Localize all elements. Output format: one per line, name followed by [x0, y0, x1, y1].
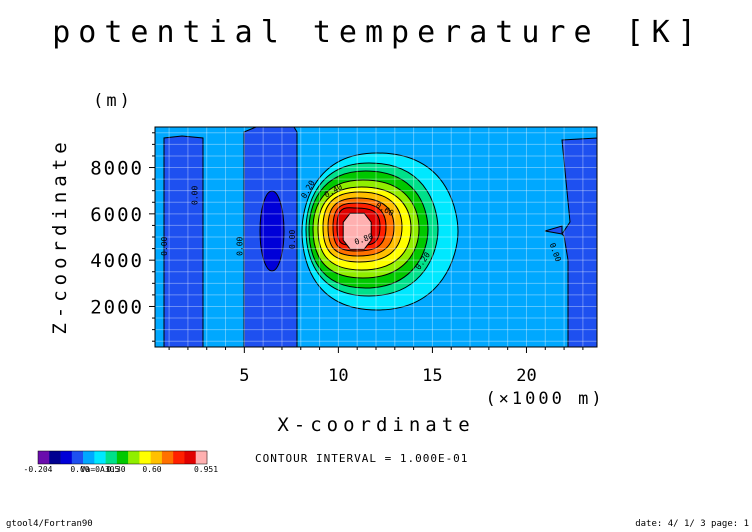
- footer-right: date: 4/ 1/ 3 page: 1: [635, 519, 749, 529]
- colorbar-tick-label: -0.204: [24, 465, 53, 474]
- contour-label: 0.00: [235, 236, 244, 255]
- colorbar-swatch: [184, 451, 197, 464]
- footer-left: gtool4/Fortran90: [6, 519, 93, 529]
- colorbar-swatch: [38, 451, 50, 464]
- colorbar-swatch: [195, 451, 208, 464]
- minimum-region: [259, 190, 285, 272]
- chart-title: potential temperature [K]: [52, 15, 704, 50]
- x-tick-label: 10: [328, 366, 348, 386]
- colorbar-swatch: [139, 451, 151, 464]
- y-unit-label: (m): [93, 91, 133, 111]
- colorbar: [37, 450, 208, 465]
- colorbar-swatch: [49, 451, 61, 464]
- colorbar-swatch: [71, 451, 84, 464]
- y-tick-label: 2000: [90, 296, 144, 318]
- contour-label: 0.00: [160, 236, 169, 255]
- colorbar-swatch: [83, 451, 95, 464]
- colorbar-swatch: [116, 451, 129, 464]
- contour-interval-text: CONTOUR INTERVAL = 1.000E-01: [255, 452, 468, 465]
- colorbar-tick-label: 0.30: [106, 465, 125, 474]
- x-tick-label: 15: [422, 366, 442, 386]
- y-tick-label: 4000: [90, 250, 144, 272]
- colorbar-swatch: [105, 451, 118, 464]
- grid: [155, 127, 597, 347]
- x-axis-label: X-coordinate: [277, 414, 474, 436]
- negative-region: [544, 225, 563, 235]
- plot-area: 0.20 0.400.600.800.200.000.00 0.00 0.000.00: [149, 126, 598, 353]
- x-tick-label: 5: [239, 366, 249, 386]
- y-tick-label: 8000: [90, 158, 144, 180]
- colorbar-frame: [37, 450, 208, 465]
- colorbar-tick-label: 0.951: [194, 465, 218, 474]
- peak-region: [342, 212, 372, 250]
- colorbar-tick-labels: -0.204 0.00 0.30 0.60 0.951: [24, 465, 219, 474]
- colorbar-swatch: [173, 451, 185, 464]
- colorbar-swatch: [150, 451, 163, 464]
- colorbar-swatch: [128, 451, 140, 464]
- contour-label: 0.00: [288, 229, 297, 248]
- x-unit-label: (×1000 m): [485, 389, 604, 409]
- colorbar-swatch: [161, 451, 174, 464]
- x-tick-label: 20: [516, 366, 536, 386]
- colorbar-tick-label: 0.00: [70, 465, 89, 474]
- colorbar-tick-label: 0.60: [142, 465, 161, 474]
- y-tick-label: 6000: [90, 204, 144, 226]
- y-tick-labels: 2000 4000 6000 8000: [90, 158, 144, 319]
- colorbar-swatch: [94, 451, 106, 464]
- y-axis-label: Z-coordinate: [49, 137, 71, 334]
- contour-label: 0.00: [190, 185, 199, 204]
- colorbar-swatch: [60, 451, 73, 464]
- colorbar-overlap-text: Va=0A305: [81, 465, 120, 474]
- x-tick-labels: 5 10 15 20: [239, 366, 536, 386]
